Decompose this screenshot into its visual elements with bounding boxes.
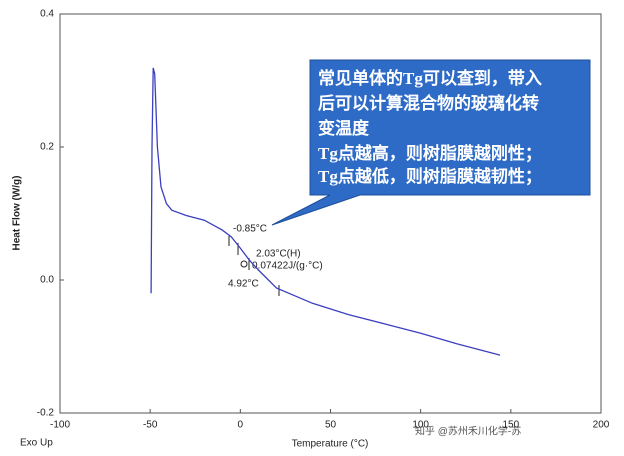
- watermark: 知乎 @苏州禾川化学-苏: [415, 425, 521, 438]
- callout-box: [271, 59, 591, 226]
- y-tick-label: -0.2: [37, 408, 55, 419]
- x-tick-label: 150: [502, 420, 519, 431]
- annotation: 0.07422J/(g·°C): [252, 261, 323, 272]
- callout-line: Tg点越高，则树脂膜越刚性；: [318, 143, 542, 163]
- x-tick-label: -100: [50, 420, 70, 431]
- annotation: 2.03°C(H): [256, 249, 301, 260]
- x-tick-label: -50: [143, 420, 158, 431]
- callout-line: 变温度: [318, 118, 370, 138]
- y-tick-label: 0.2: [40, 142, 54, 153]
- annotation: 4.92°C: [228, 279, 259, 290]
- x-tick-label: 50: [325, 420, 337, 431]
- x-axis-label: Temperature (°C): [292, 439, 369, 450]
- callout-line: 常见单体的Tg可以查到，带入: [318, 68, 542, 88]
- x-tick-label: 200: [593, 420, 610, 431]
- callout-line: 后可以计算混合物的玻璃化转: [318, 93, 539, 113]
- x-tick-label: 0: [238, 420, 244, 431]
- callout: 常见单体的Tg可以查到，带入 后可以计算混合物的玻璃化转 变温度 Tg点越高，则…: [271, 59, 591, 226]
- y-axis-label: Heat Flow (W/g): [12, 176, 23, 251]
- callout-line: Tg点越低，则树脂膜越韧性；: [318, 166, 542, 186]
- data-line: [150, 67, 501, 356]
- annotation: -0.85°C: [233, 224, 267, 235]
- corner-note: Exo Up: [20, 438, 53, 449]
- y-tick-label: 0.0: [40, 275, 54, 286]
- y-tick-label: 0.4: [40, 9, 54, 20]
- x-tick-label: 100: [412, 420, 429, 431]
